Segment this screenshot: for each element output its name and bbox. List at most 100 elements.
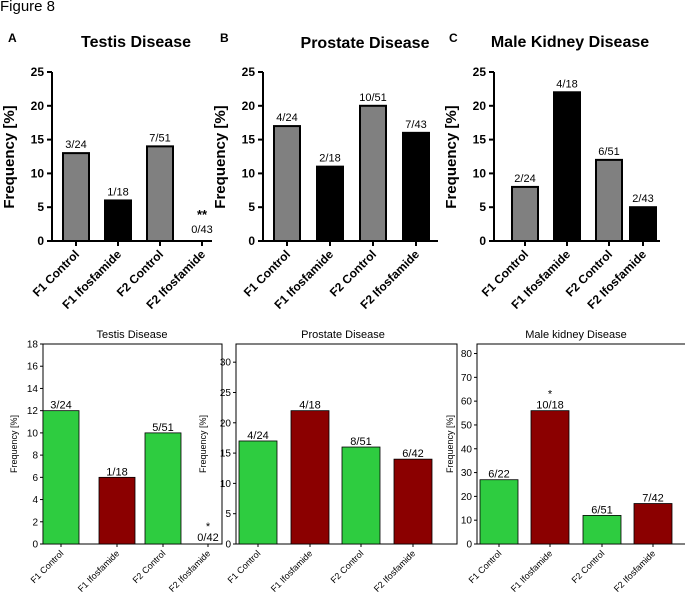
y-tick-label: 12 <box>27 406 39 417</box>
y-tick-label: 5 <box>248 200 255 214</box>
significance-marker: * <box>548 389 553 401</box>
y-tick-label: 10 <box>27 428 39 439</box>
data-label: 6/51 <box>591 504 612 516</box>
x-tick-label: F1 Ifosfamide <box>76 548 122 594</box>
data-label: 7/43 <box>405 119 426 131</box>
y-axis-label: Frequency [%] <box>445 415 455 473</box>
data-label: 10/18 <box>536 400 564 412</box>
data-label: 3/24 <box>65 139 86 151</box>
y-tick-label: 16 <box>27 362 39 373</box>
y-tick-label: 15 <box>31 133 45 147</box>
data-label: 1/18 <box>107 186 128 198</box>
x-tick-label: F2 Control <box>329 548 366 585</box>
bar <box>42 410 80 545</box>
y-axis-label: Frequency [%] <box>212 105 229 208</box>
y-tick-label: 15 <box>473 133 487 147</box>
bar <box>530 410 570 545</box>
data-label: 6/22 <box>488 469 509 481</box>
y-tick-label: 25 <box>31 65 45 79</box>
data-label: 7/51 <box>149 132 170 144</box>
y-tick-label: 0 <box>37 234 44 248</box>
bar <box>633 503 673 545</box>
chart-title: Testis Disease <box>97 329 168 341</box>
data-label: 6/42 <box>402 448 423 460</box>
y-tick-label: 15 <box>242 133 256 147</box>
y-tick-label: 5 <box>37 200 44 214</box>
significance-marker: * <box>206 521 211 533</box>
chart-panel-4: Testis Disease Frequency [%] 0 2 4 6 8 10 12 14 16… <box>9 329 223 594</box>
bar <box>316 165 344 242</box>
bar <box>582 515 622 545</box>
y-tick-label: 25 <box>220 388 232 399</box>
data-label: 4/18 <box>299 400 320 412</box>
bar <box>273 125 301 242</box>
figure-title: Figure 8 <box>0 0 56 15</box>
y-axis-label: Frequency [%] <box>1 105 18 208</box>
chart-panel-5: Prostate Disease Frequency [%] 0 5 10 15 20 25 3… <box>198 329 458 594</box>
chart-title: Testis Disease <box>81 34 191 51</box>
y-tick-label: 10 <box>461 516 473 527</box>
x-tick-label: F1 Control <box>467 548 504 585</box>
y-tick-label: 20 <box>461 492 473 503</box>
bar <box>479 479 519 545</box>
chart-title: Male Kidney Disease <box>491 34 649 51</box>
y-tick-label: 25 <box>242 65 256 79</box>
y-tick-label: 20 <box>220 418 232 429</box>
y-tick-label: 25 <box>473 65 487 79</box>
bar <box>359 104 387 242</box>
significance-marker: ** <box>197 207 208 222</box>
y-tick-label: 5 <box>479 200 486 214</box>
x-tick-label: F2 Control <box>570 548 607 585</box>
data-label: 1/18 <box>106 466 127 478</box>
bar <box>341 446 381 545</box>
chart-title: Male kidney Disease <box>525 329 627 341</box>
y-axis-label: Frequency [%] <box>9 415 19 473</box>
x-tick-label: F2 Ifosfamide <box>372 548 418 594</box>
y-tick-label: 10 <box>473 166 487 180</box>
y-tick-label: 30 <box>220 358 232 369</box>
panel-letter: C <box>449 31 458 45</box>
data-label: 4/18 <box>556 78 577 90</box>
x-tick-label: F1 Control <box>29 548 66 585</box>
y-tick-label: 70 <box>461 373 473 384</box>
data-label: 0/43 <box>191 224 212 236</box>
panel-letter: A <box>8 31 17 45</box>
y-tick-label: 50 <box>461 420 473 431</box>
y-tick-label: 10 <box>31 166 45 180</box>
data-label: 2/24 <box>514 173 535 185</box>
y-tick-label: 14 <box>27 384 39 395</box>
y-tick-label: 0 <box>479 234 486 248</box>
y-tick-label: 8 <box>32 451 38 462</box>
x-tick-label: F1 Ifosfamide <box>509 548 555 594</box>
y-tick-label: 20 <box>242 99 256 113</box>
x-tick-label: F2 Ifosfamide <box>167 548 213 594</box>
chart-title: Prostate Disease <box>301 35 430 52</box>
y-tick-label: 15 <box>220 449 232 460</box>
data-label: 4/24 <box>247 430 268 442</box>
data-label: 3/24 <box>50 400 71 412</box>
data-label: 7/42 <box>642 493 663 505</box>
x-tick-label: F1 Control <box>226 548 263 585</box>
y-axis-label: Frequency [%] <box>198 415 208 473</box>
bar <box>144 432 182 545</box>
y-tick-label: 18 <box>27 340 39 351</box>
data-label: 0/42 <box>197 532 218 544</box>
y-tick-label: 4 <box>32 495 38 506</box>
y-tick-label: 2 <box>32 517 38 528</box>
bar <box>629 206 657 242</box>
panel-letter: B <box>220 31 229 45</box>
bar <box>238 440 278 545</box>
chart-panel-3: C Male Kidney Disease Frequency [%] 0 5 10 15 2… <box>443 31 660 312</box>
bar <box>104 199 132 243</box>
y-tick-label: 60 <box>461 397 473 408</box>
chart-title: Prostate Disease <box>301 329 385 341</box>
bar <box>62 152 90 242</box>
y-tick-label: 0 <box>466 540 472 551</box>
y-tick-label: 20 <box>31 99 45 113</box>
y-tick-label: 20 <box>473 99 487 113</box>
data-label: 2/43 <box>632 193 653 205</box>
data-label: 5/51 <box>152 422 173 434</box>
x-tick-label: F2 Ifosfamide <box>612 548 658 594</box>
y-tick-label: 6 <box>32 473 38 484</box>
y-tick-label: 0 <box>248 234 255 248</box>
